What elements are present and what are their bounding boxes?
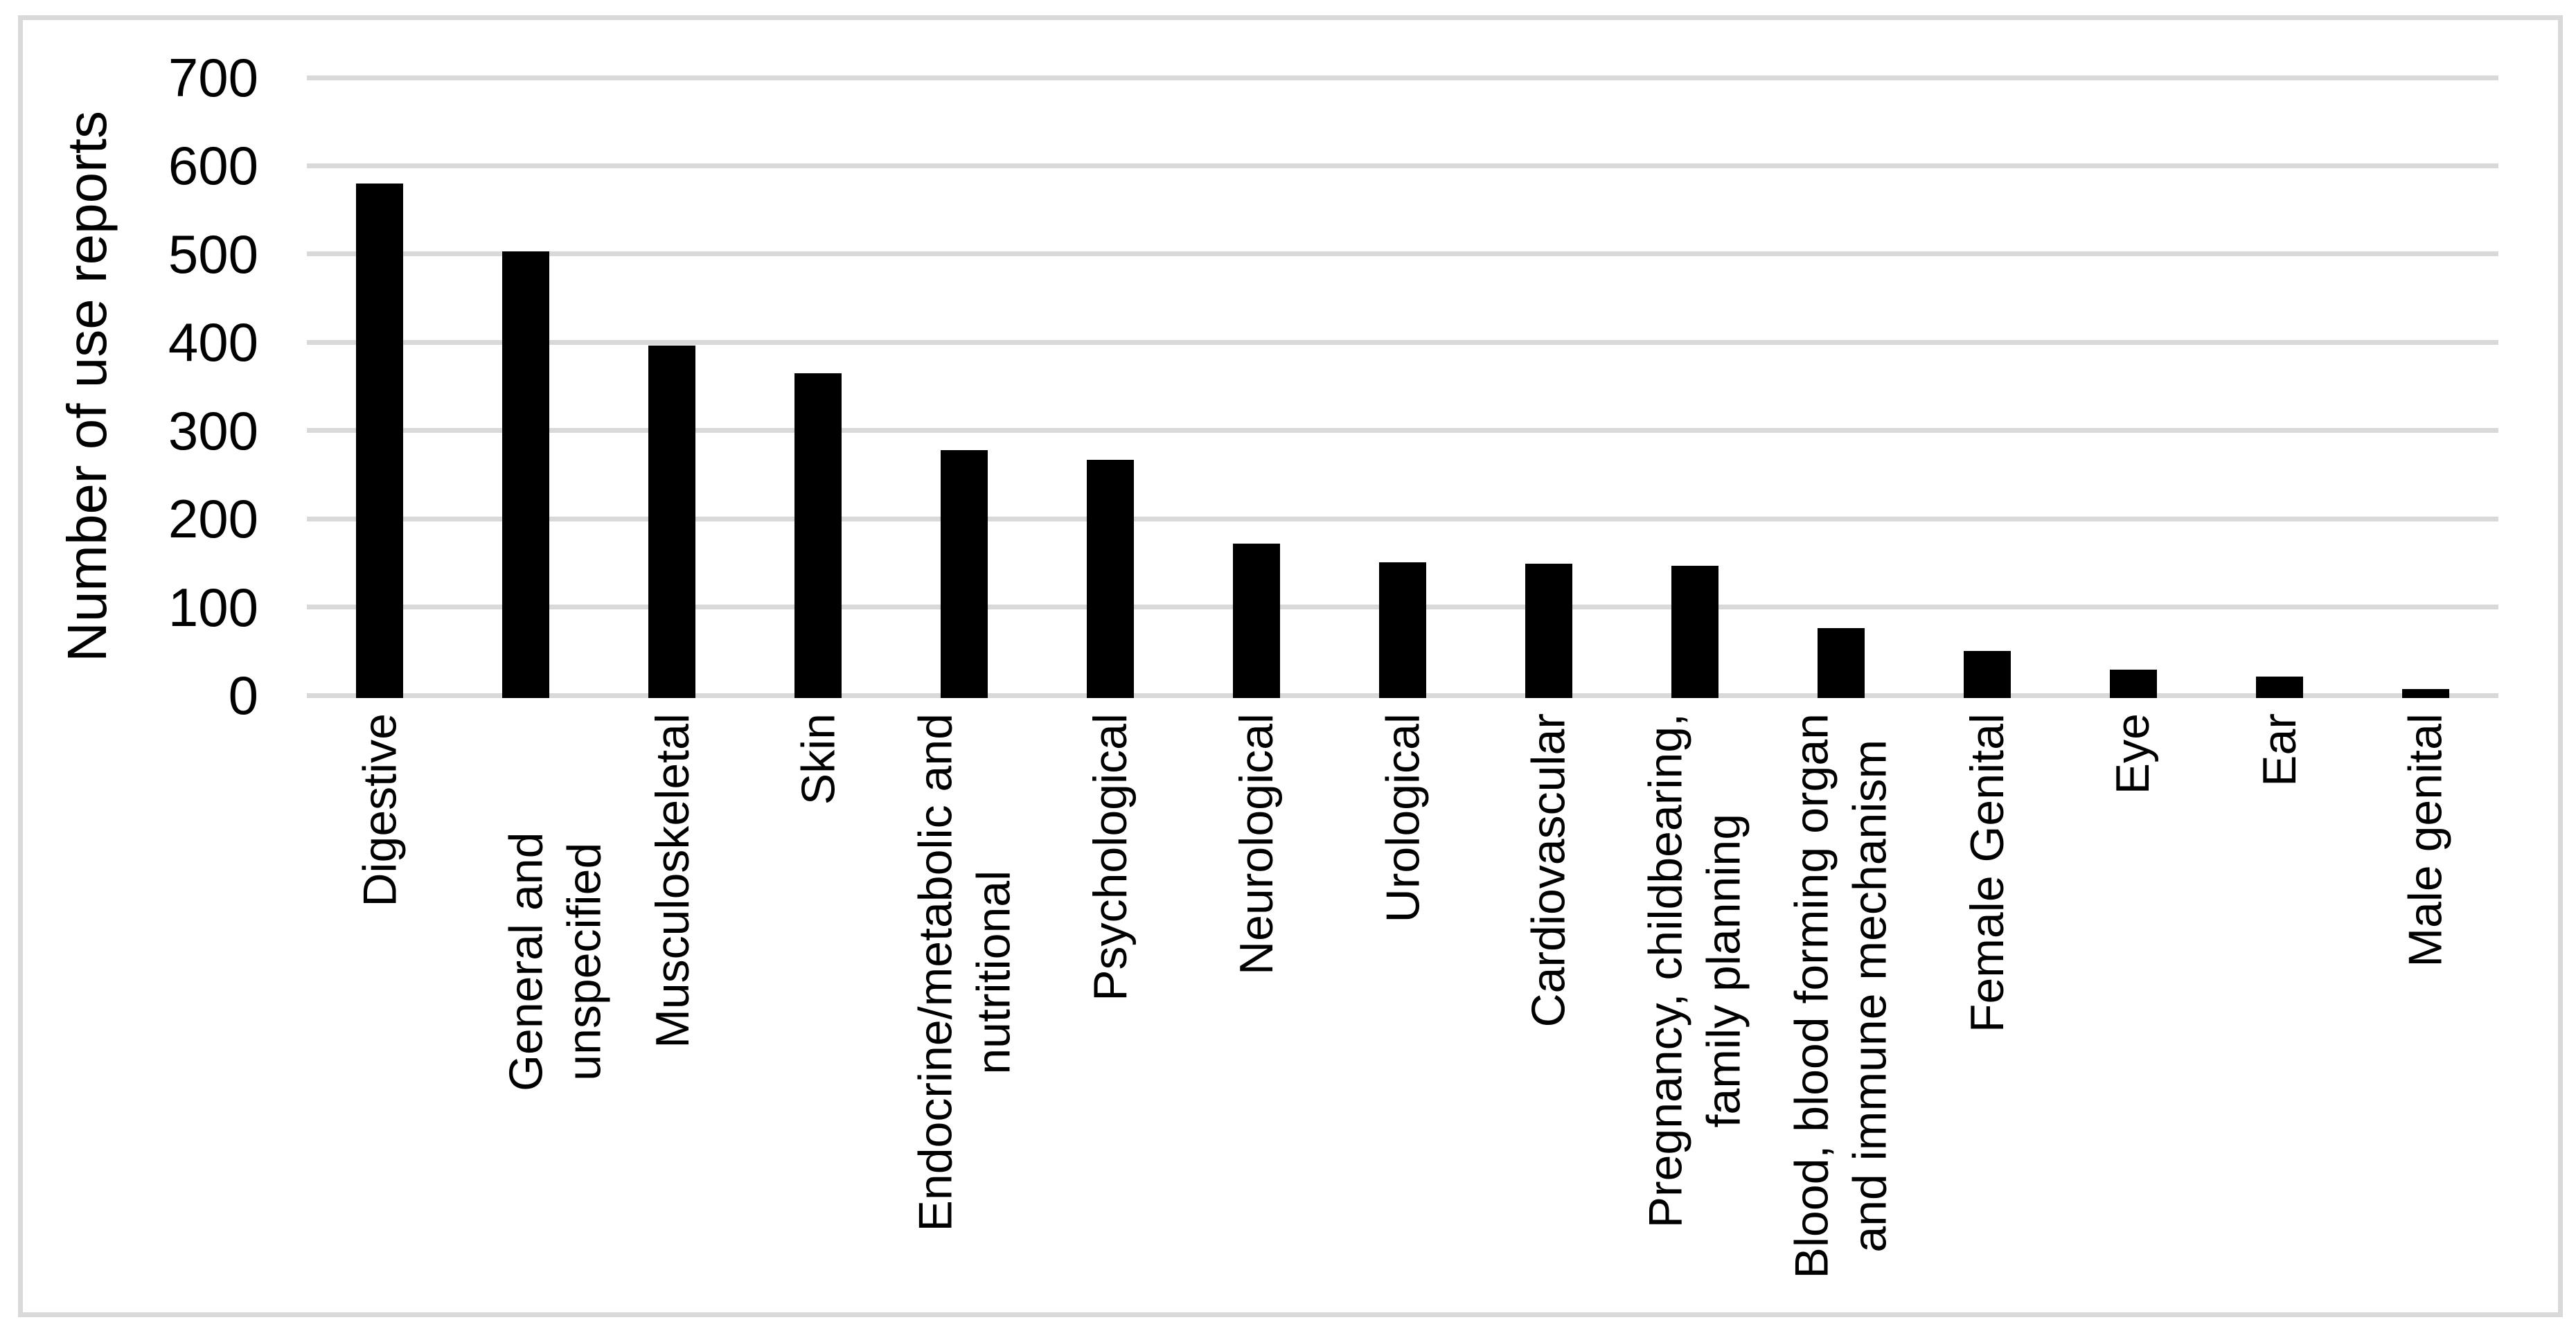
gridline-700 [307, 75, 2498, 80]
x-category-label: Cardiovascular [1522, 713, 1575, 1028]
x-category-label: Digestive [353, 713, 407, 907]
bar [1233, 543, 1281, 698]
x-category-label: Musculoskeletal [646, 713, 699, 1048]
x-category-label: Urological [1376, 713, 1429, 923]
bar [2401, 689, 2449, 698]
bar [1087, 459, 1135, 698]
y-tick-label: 400 [168, 312, 258, 373]
bar [648, 346, 696, 698]
y-tick-label: 700 [168, 47, 258, 108]
x-category-label: Female Genital [1960, 713, 2014, 1033]
bar [2109, 670, 2157, 698]
bar [1817, 628, 1865, 698]
bar [1671, 565, 1718, 698]
gridline-600 [307, 163, 2498, 168]
bar [794, 373, 842, 698]
bar [941, 449, 988, 698]
gridline-200 [307, 516, 2498, 521]
x-category-label: Skin [792, 713, 845, 805]
chart-border [18, 15, 2563, 1317]
gridline-500 [307, 251, 2498, 257]
x-category-label: Endocrine/metabolic and nutritional [909, 713, 1020, 1232]
gridline-300 [307, 428, 2498, 434]
y-tick-label: 300 [168, 400, 258, 461]
y-tick-label: 100 [168, 576, 258, 638]
bar [1525, 564, 1572, 698]
y-tick-label: 200 [168, 488, 258, 550]
x-category-label: Psychological [1084, 713, 1137, 1001]
bar [1379, 562, 1426, 698]
x-category-label: General and unspecified [499, 832, 611, 1091]
x-category-label: Pregnancy, childbearing, family planning [1639, 713, 1750, 1229]
bar [502, 251, 550, 698]
x-category-label: Neurological [1230, 713, 1283, 975]
y-tick-label: 0 [228, 665, 258, 726]
y-tick-label: 500 [168, 223, 258, 285]
x-category-label: Eye [2106, 713, 2160, 795]
bar [1963, 651, 2011, 698]
x-category-label: Ear [2253, 713, 2306, 787]
bar [356, 183, 404, 698]
y-axis-title: Number of use reports [56, 111, 118, 662]
x-category-label: Male genital [2399, 713, 2452, 967]
bar [2255, 677, 2303, 698]
gridline-400 [307, 339, 2498, 345]
y-tick-label: 600 [168, 135, 258, 197]
x-category-label: Blood, blood forming organ and immune me… [1785, 713, 1897, 1279]
